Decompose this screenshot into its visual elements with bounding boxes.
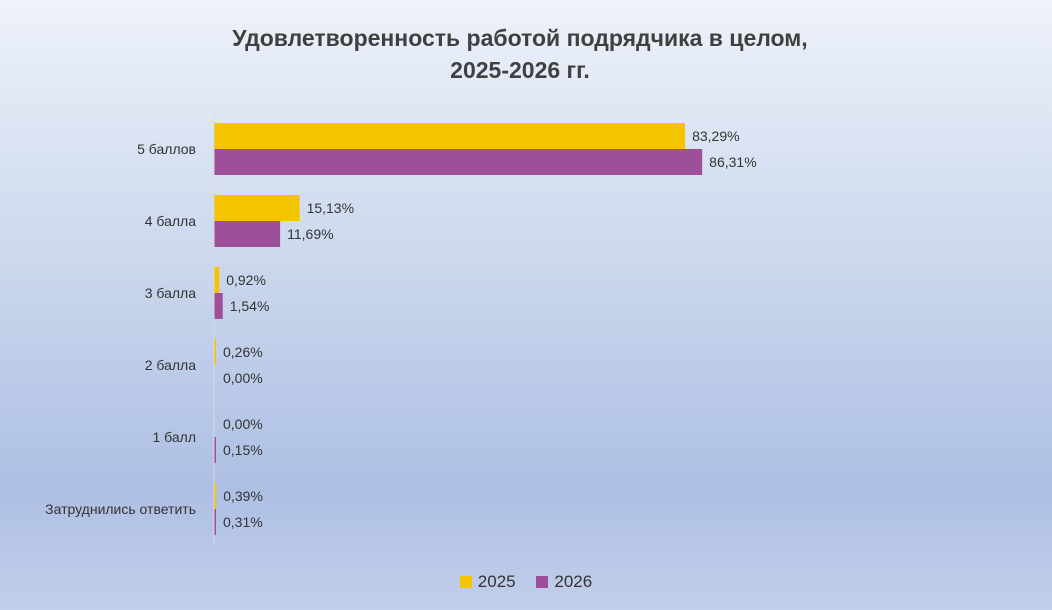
legend-label-2025: 2025 (477, 572, 516, 591)
chart-title-line1: Удовлетворенность работой подрядчика в ц… (232, 25, 808, 51)
bar-2026 (214, 149, 703, 175)
category-label: 1 балл (153, 429, 197, 445)
legend-label-2026: 2026 (554, 572, 593, 591)
category-label: 4 балла (145, 213, 196, 229)
legend: 2025 2026 (0, 572, 1052, 593)
legend-swatch-2025 (459, 576, 472, 588)
bar-2025 (214, 339, 216, 365)
bar-2026 (214, 437, 216, 463)
category-label: 5 баллов (137, 141, 196, 157)
bar-2026 (214, 221, 281, 247)
chart-title: Удовлетворенность работой подрядчика в ц… (0, 22, 1040, 86)
data-label-2025: 15,13% (307, 200, 354, 216)
legend-item-2026: 2026 (536, 572, 592, 592)
data-label-2025: 0,39% (223, 488, 263, 504)
data-label-2025: 0,92% (226, 272, 266, 288)
data-label-2026: 0,31% (223, 514, 263, 530)
data-label-2026: 0,15% (223, 442, 263, 458)
data-label-2025: 0,00% (223, 416, 263, 432)
data-label-2026: 0,00% (223, 370, 263, 386)
data-label-2026: 86,31% (709, 154, 756, 170)
bar-2026 (214, 509, 216, 535)
chart-title-line2: 2025-2026 гг. (450, 57, 590, 83)
bar-2025 (214, 483, 217, 509)
legend-item-2025: 2025 (459, 572, 516, 592)
data-label-2026: 11,69% (287, 226, 333, 242)
bar-2026 (214, 293, 223, 319)
category-label: 3 балла (145, 285, 196, 301)
category-label: Затруднились ответить (45, 501, 196, 517)
data-label-2025: 83,29% (692, 128, 739, 144)
bar-2025 (214, 267, 220, 293)
category-label: 2 балла (145, 357, 196, 373)
legend-swatch-2026 (536, 576, 549, 588)
data-label-2025: 0,26% (223, 344, 263, 360)
bar-2025 (214, 195, 300, 221)
data-label-2026: 1,54% (230, 298, 270, 314)
bar-2025 (214, 123, 686, 149)
